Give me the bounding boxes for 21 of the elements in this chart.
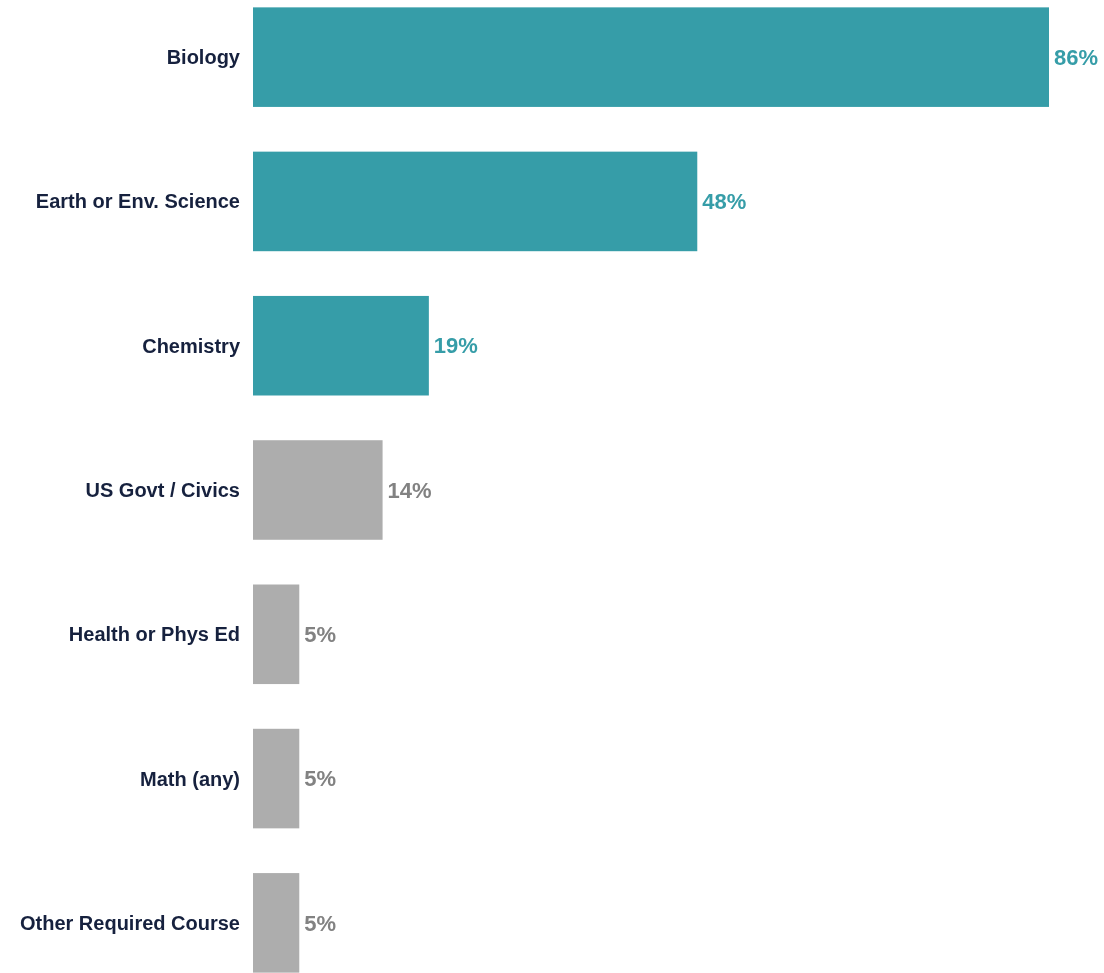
y-tick-label: Math (any) xyxy=(140,767,240,790)
data-label: 5% xyxy=(304,621,337,647)
y-tick-label: Health or Phys Ed xyxy=(68,623,240,646)
bar xyxy=(253,7,1049,107)
bar xyxy=(253,873,300,973)
data-label: 86% xyxy=(1054,44,1099,70)
y-tick-label: Earth or Env. Science xyxy=(35,190,240,213)
y-tick-label: Other Required Course xyxy=(19,911,240,934)
bar xyxy=(253,151,698,252)
y-tick-label: Biology xyxy=(166,46,241,69)
bar xyxy=(253,440,383,540)
data-label: 5% xyxy=(304,766,337,792)
data-label: 14% xyxy=(387,477,432,503)
bar xyxy=(253,728,300,829)
y-tick-label: Chemistry xyxy=(142,334,241,357)
bar xyxy=(253,295,429,396)
data-label: 5% xyxy=(304,910,337,936)
data-label: 19% xyxy=(433,333,478,359)
bar xyxy=(253,584,300,685)
y-tick-label: US Govt / Civics xyxy=(85,479,240,501)
data-label: 48% xyxy=(702,189,747,215)
